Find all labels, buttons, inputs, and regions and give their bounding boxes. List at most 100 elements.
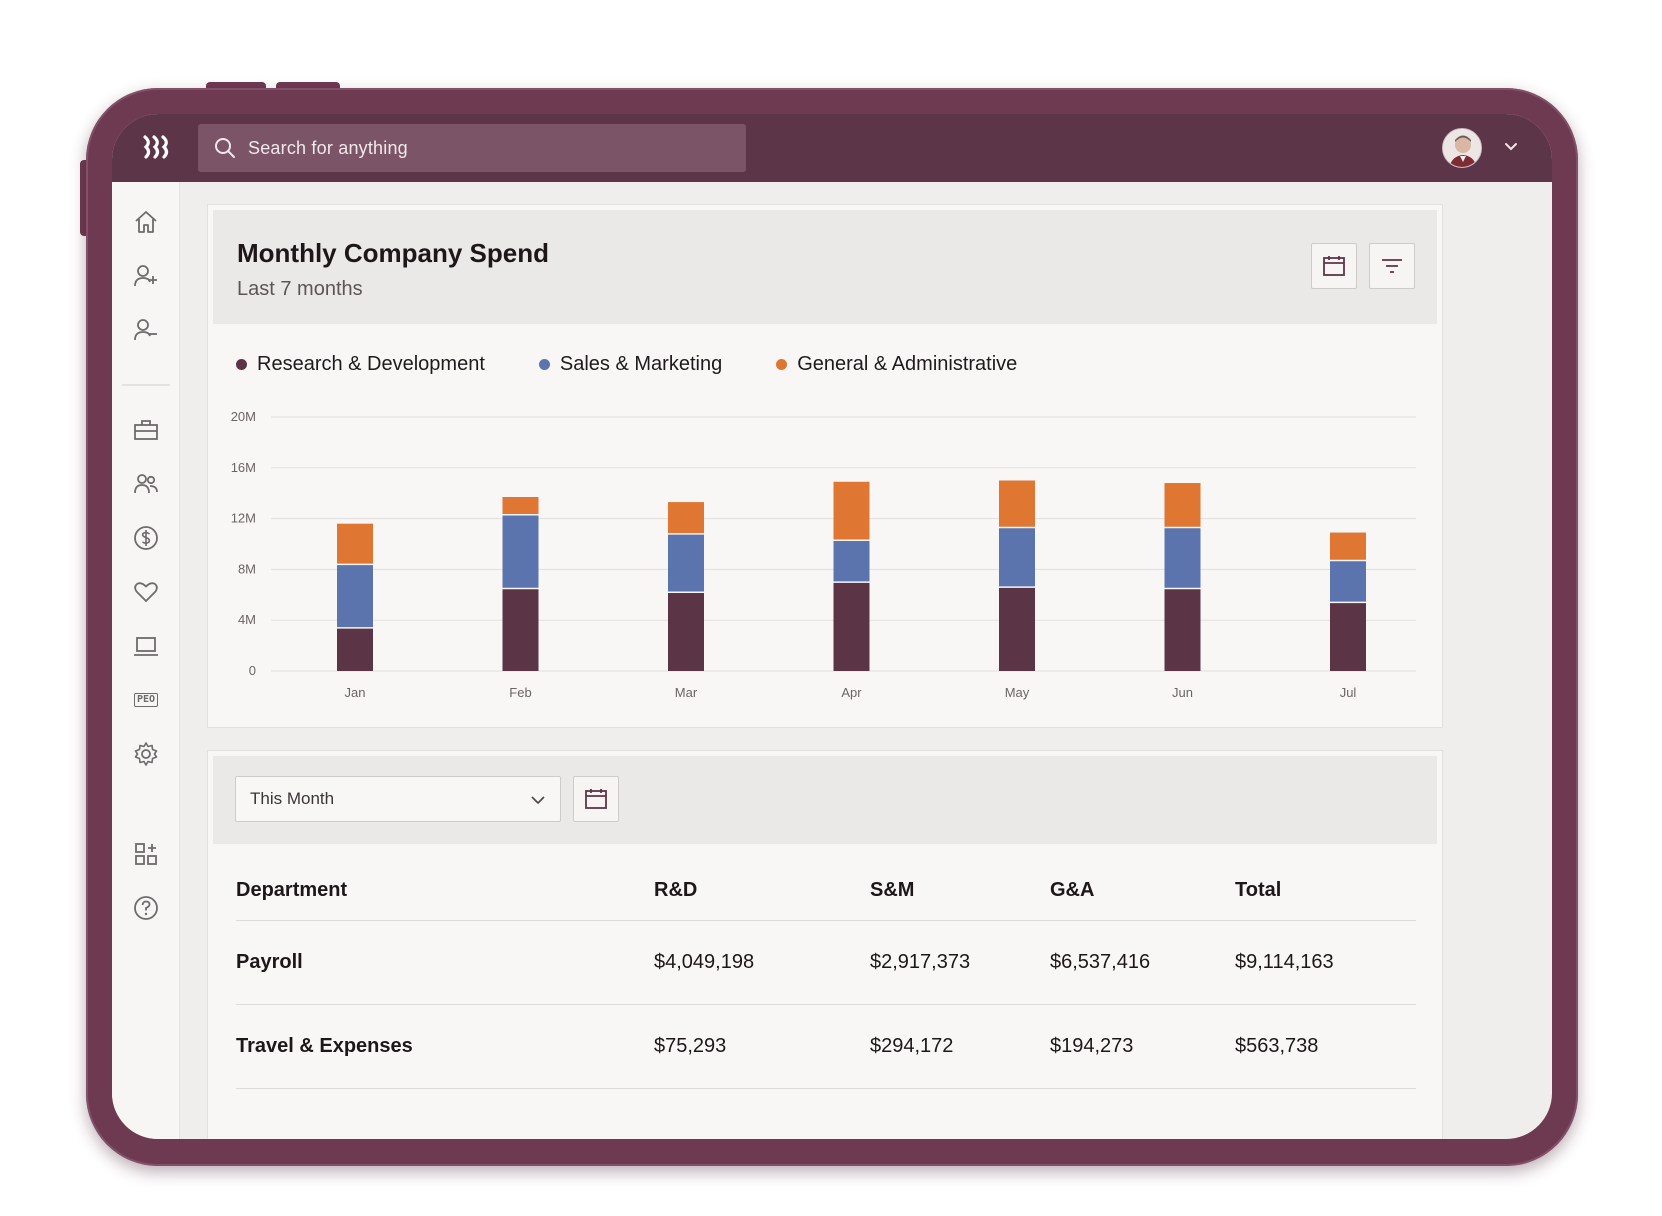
app-screen: Search for anything [112, 114, 1552, 1139]
legend-item-general-administrative[interactable]: General & Administrative [776, 353, 1017, 376]
add-person-icon[interactable] [132, 262, 160, 290]
legend-label: General & Administrative [797, 353, 1018, 375]
column-header[interactable]: Department [236, 879, 348, 901]
people-icon[interactable] [132, 470, 160, 498]
rd-cell: $75,293 [654, 1035, 727, 1057]
legend-dot [236, 359, 247, 370]
column-header[interactable]: G&A [1050, 879, 1095, 901]
x-tick-label: Mar [675, 685, 698, 700]
sidebar-divider [122, 384, 170, 386]
x-tick-label: Jan [345, 685, 366, 700]
heart-icon[interactable] [132, 578, 160, 606]
bar-segment[interactable] [999, 527, 1035, 588]
device-button [206, 82, 266, 90]
bar-segment[interactable] [1164, 527, 1201, 589]
bar-segment[interactable] [1330, 532, 1366, 561]
y-tick-label: 8M [238, 561, 256, 576]
remove-person-icon[interactable] [132, 316, 160, 344]
legend-dot [776, 359, 788, 370]
legend-dot [538, 359, 550, 370]
avatar[interactable] [1442, 128, 1482, 168]
rd-cell: $4,049,198 [654, 951, 755, 973]
bar-segment[interactable] [502, 497, 539, 515]
bar-segment[interactable] [502, 514, 539, 589]
chart-legend: Research & Development Sales & Marketing… [236, 353, 1071, 376]
filter-button[interactable] [1369, 243, 1415, 289]
department-cell: Travel & Expenses [236, 1035, 413, 1057]
legend-item-research-development[interactable]: Research & Development [236, 353, 485, 376]
bar-segment[interactable] [1330, 602, 1366, 671]
bar-segment[interactable] [1330, 560, 1366, 603]
total-cell: $9,114,163 [1235, 951, 1334, 973]
y-tick-label: 12M [231, 511, 256, 526]
column-header[interactable]: R&D [654, 879, 698, 901]
device-button [80, 160, 88, 236]
bar-segment[interactable] [1164, 483, 1201, 528]
period-select[interactable]: This Month [235, 776, 561, 822]
total-cell: $563,738 [1235, 1035, 1319, 1057]
legend-label: Sales & Marketing [559, 353, 723, 375]
chevron-down-icon [531, 796, 545, 805]
bar-segment[interactable] [668, 533, 704, 593]
device-button [276, 82, 340, 90]
search-icon [215, 138, 235, 158]
sm-cell: $294,172 [870, 1035, 954, 1057]
x-tick-label: Feb [509, 685, 531, 700]
legend-item-sales-marketing[interactable]: Sales & Marketing [538, 353, 723, 376]
x-tick-label: May [1005, 685, 1030, 700]
ga-cell: $194,273 [1050, 1035, 1134, 1057]
card-subtitle: Last 7 months [237, 278, 363, 300]
search-input[interactable]: Search for anything [198, 124, 746, 172]
rippling-logo-icon[interactable] [142, 134, 172, 165]
laptop-icon[interactable] [132, 632, 160, 660]
peo-label: PEO [133, 693, 159, 707]
legend-label: Research & Development [257, 353, 485, 375]
table-row[interactable]: Payroll $4,049,198 $2,917,373 $6,537,416… [236, 921, 1416, 1005]
x-tick-label: Jul [1340, 685, 1357, 700]
calendar-icon [585, 789, 607, 809]
help-icon[interactable] [132, 894, 160, 922]
period-select-value: This Month [250, 789, 335, 808]
department-spend-card: This Month Department R&D S&M G&A Total … [207, 750, 1443, 1139]
stacked-bar-chart: 0 4M 8M 12M 16M 20M Jan Feb Mar Apr May Jun Jul [231, 409, 1416, 700]
column-header[interactable]: S&M [870, 879, 915, 901]
table-date-button[interactable] [573, 776, 619, 822]
bar-segment[interactable] [1164, 588, 1201, 671]
bar-segment[interactable] [337, 523, 373, 565]
bar-segment[interactable] [833, 540, 870, 583]
bar-segment[interactable] [668, 592, 704, 671]
table-header-row: Department R&D S&M G&A Total [236, 861, 1416, 921]
bar-segment[interactable] [502, 588, 539, 671]
y-tick-label: 4M [238, 612, 256, 627]
peo-icon[interactable]: PEO [132, 686, 160, 714]
filter-icon [1382, 259, 1402, 273]
bar-segment[interactable] [833, 582, 870, 671]
apps-icon[interactable] [132, 840, 160, 868]
briefcase-icon[interactable] [132, 416, 160, 444]
column-header[interactable]: Total [1235, 879, 1282, 901]
department-table: Department R&D S&M G&A Total Payroll $4,… [236, 861, 1416, 1089]
dollar-icon[interactable] [132, 524, 160, 552]
home-icon[interactable] [132, 208, 160, 236]
bar-segment[interactable] [999, 587, 1035, 671]
table-row[interactable]: Travel & Expenses $75,293 $294,172 $194,… [236, 1005, 1416, 1089]
bar-segment[interactable] [999, 480, 1035, 528]
gear-icon[interactable] [132, 740, 160, 768]
ga-cell: $6,537,416 [1050, 951, 1151, 973]
x-tick-label: Apr [841, 685, 862, 700]
sm-cell: $2,917,373 [870, 951, 971, 973]
y-tick-label: 0 [249, 663, 256, 678]
account-menu-chevron-down-icon[interactable] [1504, 140, 1518, 159]
top-bar: Search for anything [112, 114, 1552, 182]
bar-segment[interactable] [337, 627, 373, 671]
calendar-icon [1323, 256, 1345, 276]
department-cell: Payroll [236, 951, 303, 973]
y-tick-label: 16M [231, 460, 256, 475]
search-placeholder: Search for anything [248, 137, 408, 158]
bar-segment[interactable] [337, 564, 373, 628]
sidebar: PEO [112, 182, 180, 1139]
date-range-button[interactable] [1311, 243, 1357, 289]
x-tick-label: Jun [1172, 685, 1193, 700]
bar-segment[interactable] [833, 481, 870, 541]
bar-segment[interactable] [668, 502, 704, 534]
